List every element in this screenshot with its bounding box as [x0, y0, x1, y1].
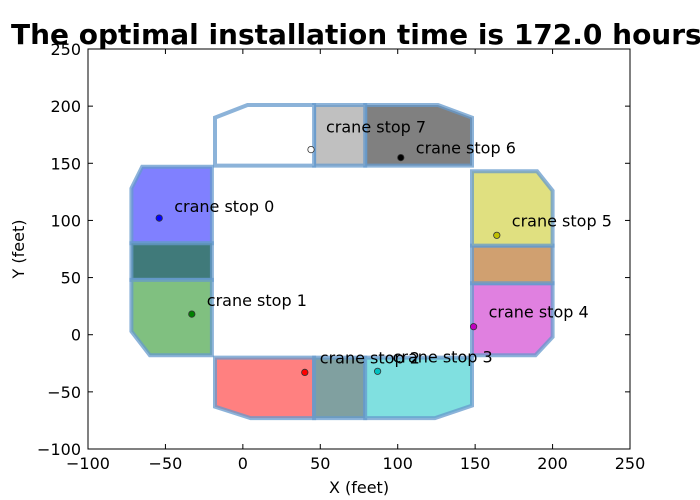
- crane-stop-3-marker: [373, 367, 382, 375]
- region-1: [129, 241, 214, 282]
- crane-stop-0-marker: [155, 214, 163, 222]
- crane-stop-7-marker: [307, 146, 315, 154]
- region-0: [129, 164, 214, 246]
- x-axis-label: X (feet): [329, 478, 389, 497]
- region-11: [213, 103, 317, 168]
- region-3: [213, 355, 317, 421]
- x-tick-label: 50: [310, 454, 330, 473]
- x-tick-label: −100: [66, 454, 110, 473]
- y-tick-label: 50: [61, 269, 81, 288]
- crane-stop-6-label: crane stop 6: [416, 139, 516, 158]
- x-tick-label: 150: [460, 454, 491, 473]
- crane-stop-4-marker: [469, 323, 478, 331]
- x-tick-label: −50: [149, 454, 183, 473]
- x-ticks-group: −100 −50 0 50 100 150 200 250: [66, 49, 645, 473]
- regions-group: [129, 103, 555, 421]
- crane-stop-4-label: crane stop 4: [489, 303, 589, 322]
- crane-stop-5-marker: [493, 231, 501, 239]
- crane-stop-7-label: crane stop 7: [326, 118, 426, 137]
- chart-title: The optimal installation time is 172.0 h…: [11, 18, 700, 51]
- crane-stop-0-label: crane stop 0: [174, 197, 274, 216]
- y-tick-label: 0: [71, 326, 81, 345]
- y-axis-label: Y (feet): [9, 220, 28, 280]
- y-tick-label: 250: [50, 40, 81, 59]
- y-tick-label: −100: [37, 440, 81, 459]
- crane-stop-1-label: crane stop 1: [207, 291, 307, 310]
- crane-stop-1-marker: [188, 310, 196, 318]
- x-tick-label: 0: [238, 454, 248, 473]
- region-8: [470, 169, 555, 248]
- y-tick-label: −50: [47, 383, 81, 402]
- crane-stop-5-label: crane stop 5: [512, 211, 612, 230]
- crane-stop-3-label: crane stop 3: [393, 347, 493, 366]
- x-tick-label: 100: [382, 454, 413, 473]
- region-7: [470, 243, 555, 286]
- x-tick-label: 200: [537, 454, 568, 473]
- crane-stop-2-marker: [301, 368, 309, 376]
- stops-group: [155, 146, 501, 376]
- crane-stop-2-label: crane stop 2: [320, 348, 420, 367]
- y-ticks-group: −100 −50 0 50 100 150 200 250: [37, 40, 630, 459]
- crane-stop-6-marker: [397, 154, 405, 162]
- y-tick-label: 150: [50, 154, 81, 173]
- plot-frame: [87, 48, 631, 450]
- y-tick-label: 100: [50, 211, 81, 230]
- x-tick-label: 250: [615, 454, 646, 473]
- region-5: [363, 355, 474, 421]
- region-2: [129, 277, 214, 358]
- y-tick-label: 200: [50, 97, 81, 116]
